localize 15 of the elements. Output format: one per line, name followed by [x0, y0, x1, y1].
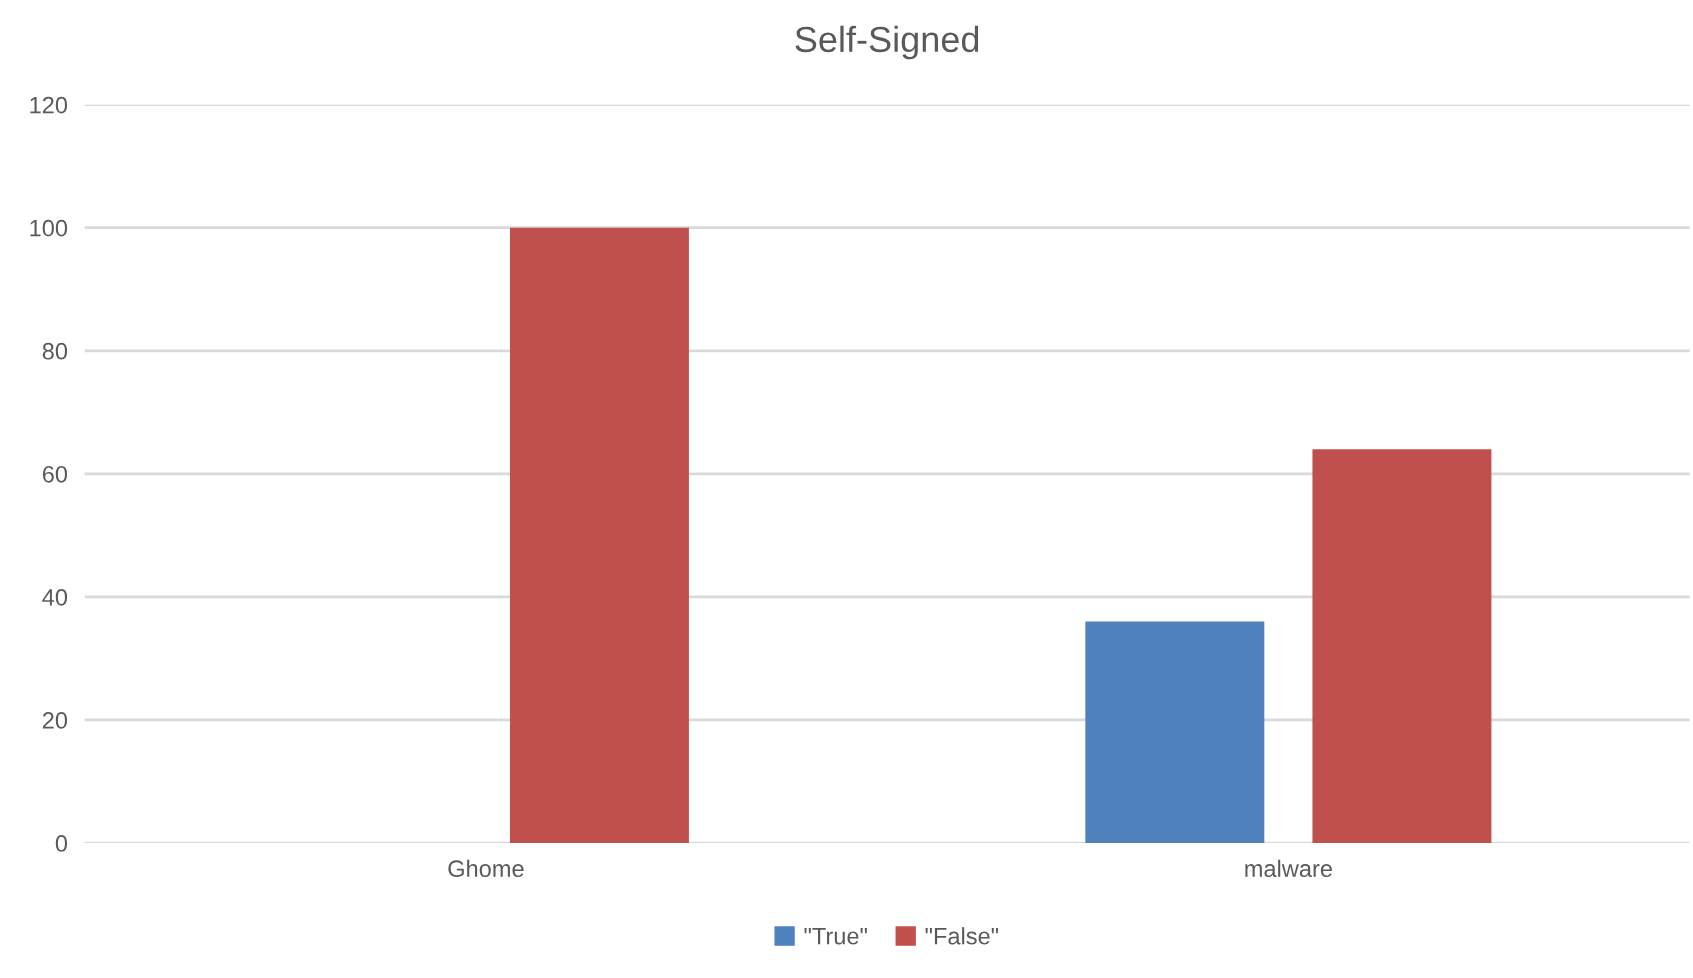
- y-tick-label: 100: [30, 219, 68, 237]
- bar: [1085, 621, 1265, 844]
- x-tick-label: malware: [1245, 859, 1332, 878]
- y-tick-label: 120: [30, 96, 68, 114]
- bar: [1312, 449, 1492, 844]
- x-tick-label: Ghome: [448, 859, 524, 878]
- y-tick-label: 60: [42, 465, 68, 483]
- y-tick-label: 40: [42, 588, 68, 606]
- y-tick-label: 80: [42, 342, 68, 360]
- bar: [509, 227, 689, 844]
- legend-label: "True": [804, 928, 867, 945]
- y-tick-label: 20: [42, 712, 68, 729]
- y-tick-label: 0: [55, 835, 68, 852]
- legend-label: "False": [925, 927, 999, 945]
- chart-title: Self-Signed: [795, 25, 979, 60]
